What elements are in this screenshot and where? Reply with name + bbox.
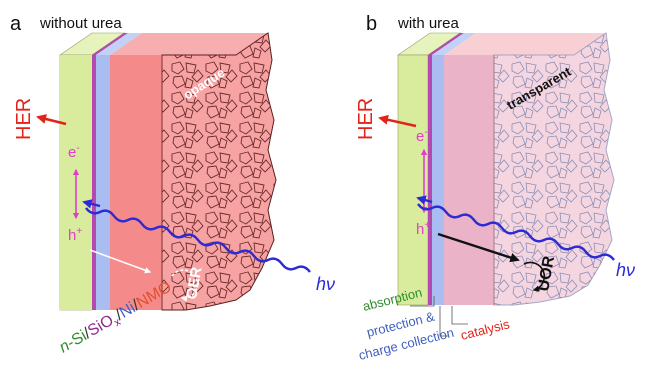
panel-b-ni-top xyxy=(432,33,476,55)
panel-b-light-label: hν xyxy=(616,260,635,280)
panel-b-nmo-texture xyxy=(494,33,614,305)
panel-a-light-wave xyxy=(85,207,311,273)
panel-a-oxide-top xyxy=(92,33,128,55)
panel-a-ni-top xyxy=(96,33,142,55)
panel-a-oer-loop xyxy=(171,269,199,302)
panel-b-letter: b xyxy=(366,13,377,35)
panel-b-light-arrow xyxy=(416,195,433,205)
panel-a-ni-layer xyxy=(96,55,110,310)
panel-b-absorption-label: absorption xyxy=(361,285,424,314)
panel-a: a without urea opaque HER e- h+ OER hν xyxy=(10,13,335,356)
panel-b-her-label: HER xyxy=(355,98,377,140)
panel-b-light-wave xyxy=(417,203,615,261)
panel-a-nmo-texture xyxy=(162,33,276,310)
panel-b-nmo-layer xyxy=(444,55,494,305)
panel-b-oxide-layer xyxy=(428,55,432,305)
panel-a-light-arrow xyxy=(82,199,101,209)
panel-b-absorption-leader xyxy=(410,296,435,307)
panel-b-protection-leader xyxy=(439,306,448,337)
panel-b-ni-layer xyxy=(432,55,444,305)
panel-a-letter: a xyxy=(10,13,22,35)
panel-a-reaction: OER xyxy=(183,266,205,301)
panel-a-nmo-layer xyxy=(110,55,162,310)
panel-b-her-arrow xyxy=(378,114,417,128)
panel-b: b with urea transparent HER e- h+ UOR hν xyxy=(355,13,635,363)
panel-b-electron: e- xyxy=(416,127,428,145)
panel-b-title: with urea xyxy=(397,15,460,32)
panel-b-hole: h+ xyxy=(416,220,430,238)
panel-a-hole-arrow xyxy=(89,249,152,274)
panel-b-oxide-top xyxy=(428,33,464,55)
material-part: x xyxy=(112,316,123,329)
panel-a-her-arrow xyxy=(36,114,67,126)
panel-a-light-label: hν xyxy=(316,274,335,294)
panel-a-her-label: HER xyxy=(13,98,35,140)
panel-a-hole: h+ xyxy=(68,226,82,244)
panel-b-uor-loop xyxy=(523,261,546,292)
panel-a-electron: e- xyxy=(68,143,80,161)
panel-b-catalysis-leader xyxy=(451,306,468,325)
material-part: Ni xyxy=(117,299,139,321)
panel-b-hole-arrow xyxy=(437,232,520,263)
panel-a-oxide-layer xyxy=(92,55,96,310)
panel-b-catalysis-label: catalysis xyxy=(459,316,511,343)
panel-a-nmo-top xyxy=(110,33,268,55)
panel-b-nmo-top xyxy=(444,33,606,55)
panel-a-title: without urea xyxy=(39,15,122,32)
panel-b-reaction: UOR xyxy=(535,254,558,292)
